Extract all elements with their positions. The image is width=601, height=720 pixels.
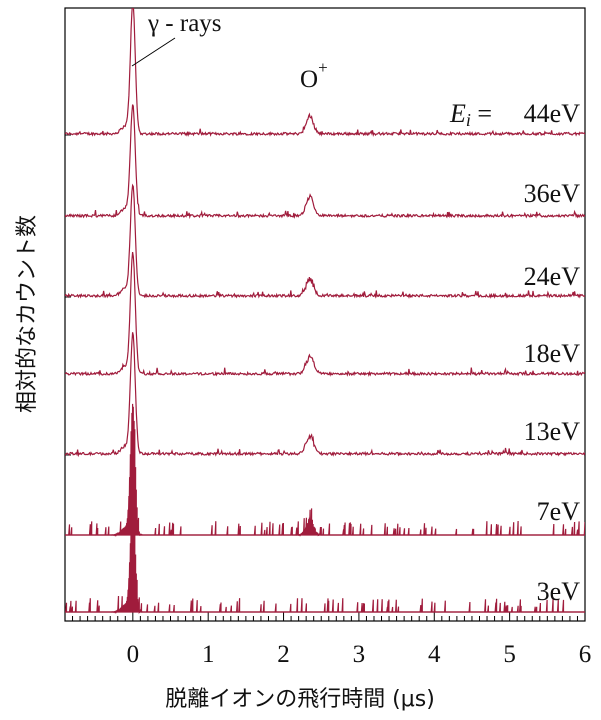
x-axis-title: 脱離イオンの飛行時間 (μs): [165, 687, 435, 712]
trace-labels-group: 44eV 36eV 24eV 18eV 13eV 7eV 3eV: [524, 99, 581, 606]
x-tick-label: 4: [428, 641, 441, 668]
trace-13eV: [65, 332, 585, 458]
trace-label-18eV: 18eV: [524, 339, 581, 368]
energy-equals: =: [471, 99, 492, 128]
trace-7eV: [65, 403, 585, 538]
x-tick-label: 0: [127, 641, 140, 668]
x-tick-label: 5: [503, 641, 516, 668]
trace-24eV: [65, 183, 585, 299]
trace-label-13eV: 13eV: [524, 417, 581, 446]
o-plus-annotation: O+: [300, 58, 328, 93]
trace-label-3eV: 3eV: [537, 577, 581, 606]
trace-label-36eV: 36eV: [524, 179, 581, 208]
x-tick-label: 6: [579, 641, 592, 668]
o-plus-ion: O: [300, 66, 318, 93]
gamma-rays-leader: [131, 37, 176, 67]
trace-18eV: [65, 252, 585, 377]
trace-label-44eV: 44eV: [524, 99, 581, 128]
x-tick-label: 1: [202, 641, 215, 668]
trace-3eV: [65, 500, 585, 615]
x-axis-ticks: 0 1 2 3 4 5 6: [64, 612, 592, 668]
trace-44eV: [65, 8, 585, 137]
energy-symbol: E: [449, 99, 466, 128]
trace-label-7eV: 7eV: [537, 497, 581, 526]
y-axis-title: 相対的なカウント数: [15, 215, 40, 413]
plot-frame: [64, 7, 586, 622]
traces-group: [65, 8, 585, 615]
gamma-rays-annotation: γ - rays: [147, 10, 222, 37]
x-tick-label: 2: [277, 641, 290, 668]
trace-label-24eV: 24eV: [524, 262, 581, 291]
trace-36eV: [65, 104, 585, 220]
energy-subscript: i: [466, 110, 471, 130]
energy-prefix: Ei =: [449, 99, 492, 130]
o-plus-charge: +: [318, 58, 328, 77]
x-tick-label: 3: [353, 641, 366, 668]
